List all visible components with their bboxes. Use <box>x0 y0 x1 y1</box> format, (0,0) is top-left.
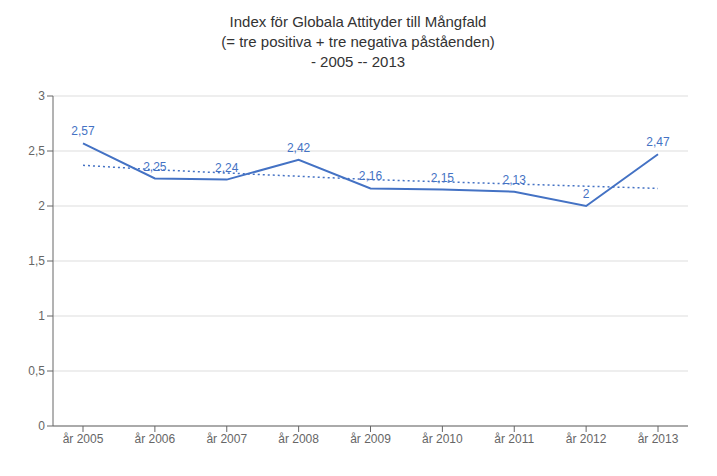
svg-text:0,5: 0,5 <box>28 364 45 378</box>
svg-text:år 2013: år 2013 <box>638 432 679 446</box>
svg-text:2,25: 2,25 <box>143 160 167 174</box>
svg-text:2: 2 <box>583 187 590 201</box>
svg-text:2,57: 2,57 <box>71 124 95 138</box>
svg-text:2,24: 2,24 <box>215 161 239 175</box>
svg-text:3: 3 <box>38 89 45 103</box>
svg-text:år 2009: år 2009 <box>350 432 391 446</box>
html-text:- 2005 -- 2013: - 2005 -- 2013 <box>310 53 406 70</box>
svg-text:0: 0 <box>38 419 45 433</box>
html-text:Index för Globala Attityder ti: Index för Globala Attityder till Mångfal… <box>229 13 487 30</box>
svg-text:2,47: 2,47 <box>646 135 670 149</box>
svg-text:år 2005: år 2005 <box>63 432 104 446</box>
svg-text:2,5: 2,5 <box>28 144 45 158</box>
svg-text:2,13: 2,13 <box>503 173 527 187</box>
svg-text:år 2007: år 2007 <box>206 432 247 446</box>
svg-text:år 2010: år 2010 <box>422 432 463 446</box>
svg-text:1,5: 1,5 <box>28 254 45 268</box>
svg-text:år 2012: år 2012 <box>566 432 607 446</box>
svg-text:år 2011: år 2011 <box>494 432 534 446</box>
svg-text:2: 2 <box>38 199 45 213</box>
svg-text:2,16: 2,16 <box>359 169 383 183</box>
svg-text:år 2006: år 2006 <box>135 432 176 446</box>
svg-text:1: 1 <box>38 309 45 323</box>
html-text:(= tre positiva + tre negativa: (= tre positiva + tre negativa påstående… <box>221 33 495 50</box>
svg-text:2,15: 2,15 <box>431 171 455 185</box>
svg-text:2,42: 2,42 <box>287 141 311 155</box>
svg-text:år 2008: år 2008 <box>278 432 319 446</box>
